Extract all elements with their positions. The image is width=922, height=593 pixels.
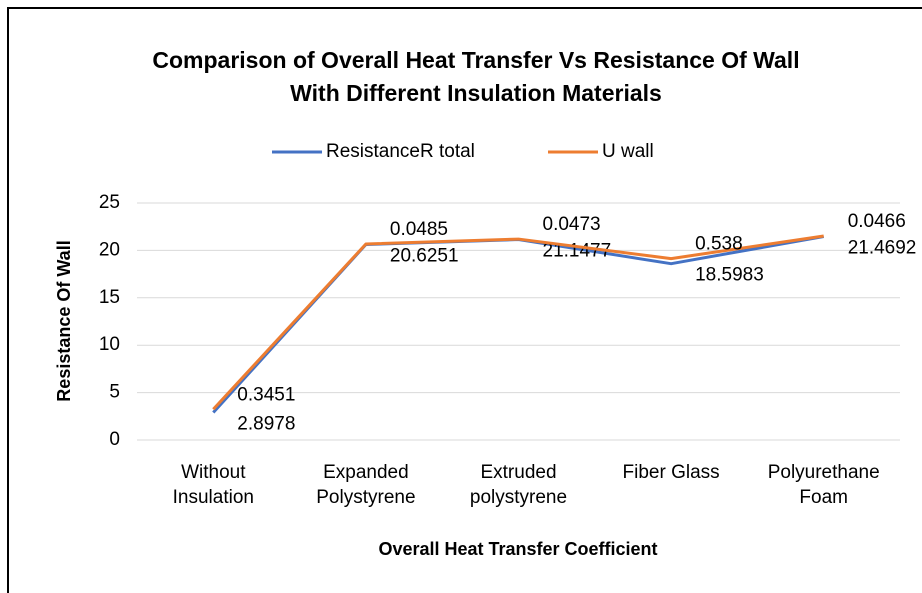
data-label: 0.0473	[543, 214, 601, 235]
data-label: 2.8978	[237, 414, 295, 435]
y-tick-label: 0	[109, 429, 120, 450]
data-label: 0.0485	[390, 219, 448, 240]
x-tick-label: Fiber Glass	[622, 462, 720, 483]
data-label: 0.538	[695, 234, 743, 255]
chart-border	[7, 7, 922, 593]
x-axis-label: Overall Heat Transfer Coefficient	[378, 539, 657, 559]
x-tick-label: Expanded Polystyrene	[316, 462, 416, 508]
y-tick-label: 20	[99, 239, 120, 260]
x-tick-label: Extruded polystyrene	[469, 462, 568, 508]
y-tick-label: 5	[109, 382, 120, 403]
y-axis-label: Resistance Of Wall	[54, 240, 74, 401]
x-tick-label: Polyurethane Foam	[767, 462, 880, 508]
data-label: 18.5983	[695, 265, 764, 286]
legend-label: U wall	[602, 141, 654, 162]
data-label: 21.4692	[848, 237, 917, 258]
data-label: 0.3451	[237, 384, 295, 405]
chart-title: Comparison of Overall Heat Transfer Vs R…	[152, 47, 800, 106]
series-line	[212, 234, 824, 411]
y-tick-label: 25	[99, 192, 120, 213]
legend-label: ResistanceR total	[326, 141, 475, 162]
data-label: 0.0466	[848, 211, 906, 232]
y-tick-label: 10	[99, 334, 120, 355]
series-line	[212, 234, 824, 414]
x-tick-label: Without Insulation	[172, 462, 254, 508]
y-tick-label: 15	[99, 287, 120, 308]
data-label: 20.6251	[390, 245, 459, 266]
